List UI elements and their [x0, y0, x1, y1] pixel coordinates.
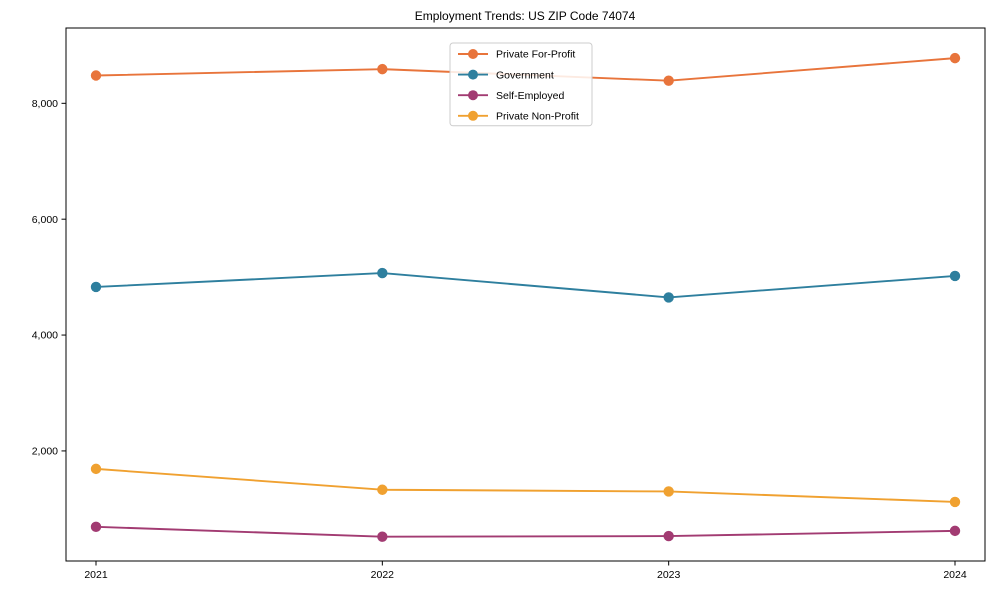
data-point-marker-private-non-profit [663, 486, 674, 497]
data-point-marker-private-for-profit [377, 63, 388, 75]
data-point-marker-self-employed [663, 530, 674, 542]
x-tick-label: 2022 [371, 569, 395, 581]
y-tick-label: 4,000 [32, 330, 58, 342]
plot-area [65, 27, 986, 562]
data-point-marker-private-for-profit [663, 75, 674, 86]
series-line-government [95, 272, 956, 299]
y-tick-label: 6,000 [32, 214, 58, 226]
axis-ticks: 2,000 4,000 6,000 8,000 2021 2022 2023 2024 [32, 98, 967, 581]
data-point-marker-government [90, 281, 102, 293]
legend-swatch-marker-self-employed [468, 90, 478, 101]
legend-swatch-marker-private-non-profit [468, 110, 478, 121]
data-point-marker-private-non-profit [377, 484, 388, 495]
data-point-marker-government [663, 292, 674, 303]
legend-box [449, 42, 593, 127]
data-point-marker-self-employed [949, 525, 961, 537]
x-tick-label: 2023 [657, 569, 681, 581]
legend-item-label-private-for-profit: Private For-Profit [496, 49, 575, 61]
legend-swatch-marker-government [468, 69, 478, 80]
legend: Private For-Profit Government Self-Employe… [449, 42, 593, 127]
data-point-marker-private-for-profit [90, 70, 102, 81]
data-point-marker-government [377, 267, 388, 279]
data-point-marker-private-non-profit [949, 496, 961, 508]
legend-item-label-private-non-profit: Private Non-Profit [496, 111, 579, 123]
legend-item-label-government: Government [496, 69, 554, 81]
plot-border [65, 27, 986, 562]
x-tick-label: 2024 [943, 569, 967, 581]
legend-swatch-marker-private-for-profit [468, 49, 478, 59]
series-line-self-employed [95, 525, 956, 538]
data-point-marker-self-employed [377, 531, 388, 542]
data-point-marker-government [949, 270, 961, 282]
x-tick-label: 2021 [84, 569, 108, 581]
chart-title: Employment Trends: US ZIP Code 74074 [415, 9, 636, 23]
y-tick-label: 8,000 [32, 98, 58, 110]
data-point-marker-private-for-profit [949, 52, 961, 64]
legend-item-label-self-employed: Self-Employed [496, 90, 564, 102]
y-tick-label: 2,000 [32, 446, 58, 458]
data-point-marker-self-employed [90, 521, 102, 533]
data-point-marker-private-non-profit [90, 463, 102, 475]
series-line-private-non-profit [95, 467, 956, 503]
